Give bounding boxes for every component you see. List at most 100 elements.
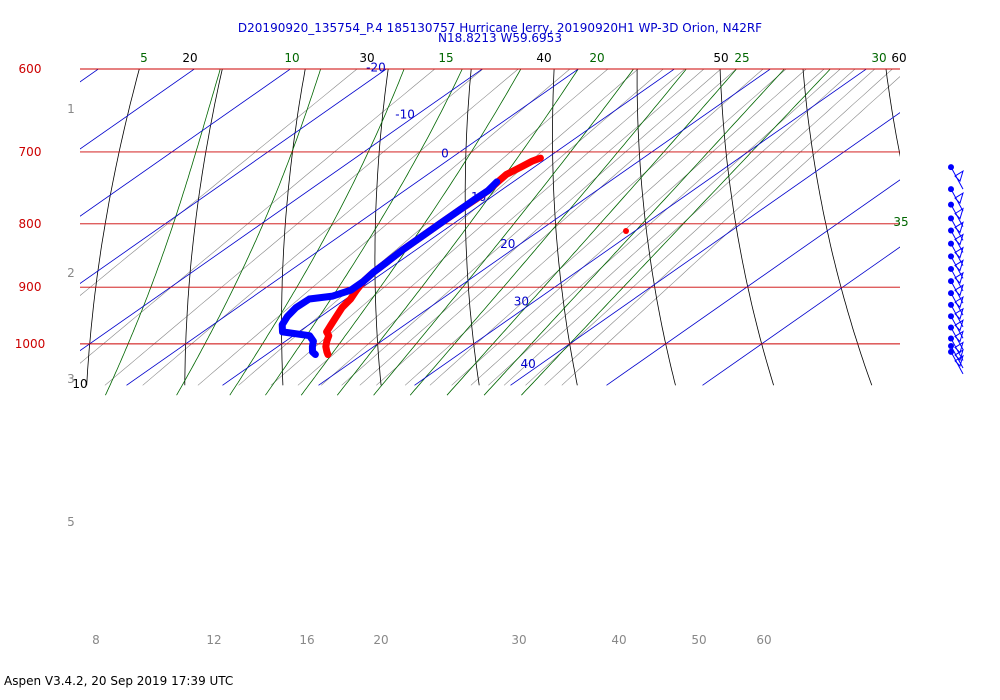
wind-barb-flag bbox=[954, 191, 964, 205]
isotherm-label-40: 40 bbox=[521, 357, 536, 371]
isotherm-line bbox=[80, 69, 388, 284]
isotherm-label--20: -20 bbox=[366, 60, 386, 74]
mixing-ratio-line bbox=[561, 76, 900, 386]
mixing-ratio-label-20: 20 bbox=[373, 633, 388, 647]
dewpoint-trace bbox=[278, 178, 501, 358]
mixing-ratio-line bbox=[544, 69, 893, 386]
temperature-top-point bbox=[623, 228, 629, 234]
wind-barb bbox=[948, 313, 964, 339]
isotherm-line bbox=[80, 69, 484, 352]
wind-barb bbox=[948, 201, 964, 227]
moist-adiabat-line bbox=[105, 69, 221, 396]
isobar-label-1000: 1000 bbox=[15, 337, 46, 351]
moist-adiabat-line bbox=[336, 69, 579, 396]
mixing-ratio-line bbox=[404, 69, 764, 386]
isobar-label-600: 600 bbox=[19, 62, 42, 76]
dry-adiabat-label-30: 30 bbox=[359, 51, 374, 65]
mixing-ratio-label-60: 60 bbox=[756, 633, 771, 647]
mixing-ratio-line bbox=[80, 69, 436, 364]
mixing-ratio-label-50: 50 bbox=[691, 633, 706, 647]
moist-adiabat-line bbox=[373, 69, 634, 396]
wind-barb-flag bbox=[954, 169, 964, 183]
isotherm-line bbox=[702, 246, 900, 386]
isotherm-line bbox=[318, 69, 772, 386]
mixing-ratio-label-30: 30 bbox=[511, 633, 526, 647]
chart-grid bbox=[0, 32, 900, 396]
dry-adiabat-line bbox=[86, 69, 140, 386]
moist-adiabat-label-5: 5 bbox=[140, 51, 148, 65]
chart-title-line1: D20190920_135754_P.4 185130757 Hurricane… bbox=[238, 21, 762, 35]
mixing-ratio-line bbox=[376, 69, 737, 386]
moist-adiabat-label-10: 10 bbox=[284, 51, 299, 65]
mixing-ratio-line bbox=[429, 69, 787, 386]
dry-adiabat-line bbox=[464, 69, 480, 386]
wind-barb-flag bbox=[954, 259, 964, 272]
mixing-ratio-line bbox=[359, 69, 722, 386]
wind-barb-flag bbox=[954, 307, 964, 320]
height-label-5: 5 bbox=[67, 515, 75, 529]
mixing-ratio-line bbox=[197, 69, 571, 386]
dry-adiabat-line bbox=[552, 69, 578, 386]
isotherm-label--10: -10 bbox=[395, 107, 415, 121]
wind-barb-flag bbox=[954, 348, 964, 361]
moist-adiabat-line bbox=[176, 69, 322, 396]
isobar-label-900: 900 bbox=[19, 280, 42, 294]
wind-barbs bbox=[948, 164, 964, 375]
wind-barb bbox=[948, 215, 964, 241]
isotherm-line bbox=[510, 112, 900, 386]
wind-barb-flag bbox=[954, 246, 964, 259]
mixing-ratio-label-8: 8 bbox=[92, 633, 100, 647]
wind-barb-flag bbox=[954, 354, 964, 367]
mixing-ratio-label-12: 12 bbox=[206, 633, 221, 647]
wind-barb bbox=[948, 278, 964, 304]
mixing-ratio-line bbox=[321, 69, 686, 386]
wind-barb-flag bbox=[954, 330, 964, 343]
moist-adiabat-line bbox=[521, 69, 831, 396]
height-label-1: 1 bbox=[67, 102, 75, 116]
isobar-lines bbox=[80, 68, 900, 345]
moist-adiabat-line bbox=[446, 69, 738, 396]
moist-adiabat-line bbox=[300, 69, 522, 396]
wind-barb-flag bbox=[954, 319, 964, 332]
wind-barb bbox=[948, 186, 964, 212]
isotherm-label-20: 20 bbox=[500, 237, 515, 251]
wind-barb-flag bbox=[954, 284, 964, 297]
wind-barb bbox=[948, 301, 964, 328]
wind-barb-flag bbox=[954, 295, 964, 309]
mixing-ratio-line bbox=[470, 69, 825, 386]
dry-adiabat-line bbox=[719, 69, 774, 386]
wind-barb bbox=[948, 164, 964, 190]
dry-adiabat-label-20: 20 bbox=[182, 51, 197, 65]
isotherm-line bbox=[0, 32, 55, 385]
wind-barb bbox=[948, 348, 964, 375]
wind-barb-flag bbox=[954, 207, 964, 220]
wind-barb-flag bbox=[954, 271, 964, 284]
dry-adiabat-line bbox=[184, 69, 223, 386]
mixing-ratio-line bbox=[503, 69, 856, 386]
dry-adiabat-line bbox=[281, 69, 306, 386]
wind-barb bbox=[948, 265, 964, 292]
mixing-ratio-line bbox=[238, 69, 609, 386]
moist-adiabat-label-20: 20 bbox=[589, 51, 604, 65]
mixing-ratio-line bbox=[80, 69, 358, 296]
isobar-label-800: 800 bbox=[19, 217, 42, 231]
isotherm-line bbox=[126, 69, 580, 386]
mixing-ratio-line bbox=[104, 69, 484, 386]
isotherm-label-0: 0 bbox=[441, 147, 449, 161]
moist-adiabat-label-15: 15 bbox=[438, 51, 453, 65]
mixing-ratio-line bbox=[488, 69, 841, 386]
mixing-ratio-line bbox=[297, 69, 664, 386]
dry-adiabat-line bbox=[802, 69, 873, 386]
dry-adiabat-line bbox=[885, 69, 900, 158]
height-label-3: 3 bbox=[67, 372, 75, 386]
dry-adiabat-line bbox=[374, 69, 389, 386]
moist-adiabat-label-right: 35 bbox=[893, 215, 908, 229]
moist-adiabat-label-30: 30 bbox=[871, 51, 886, 65]
axis-labels: 600 700 800 900 1000 -20 -10 0 10 20 30 40 20 30 40 50 6… bbox=[15, 51, 909, 647]
isotherm-line bbox=[80, 69, 100, 83]
height-label-2: 2 bbox=[67, 266, 75, 280]
moist-adiabat-line bbox=[265, 69, 463, 396]
isotherm-line bbox=[80, 69, 196, 150]
mixing-ratio-line bbox=[142, 69, 519, 386]
